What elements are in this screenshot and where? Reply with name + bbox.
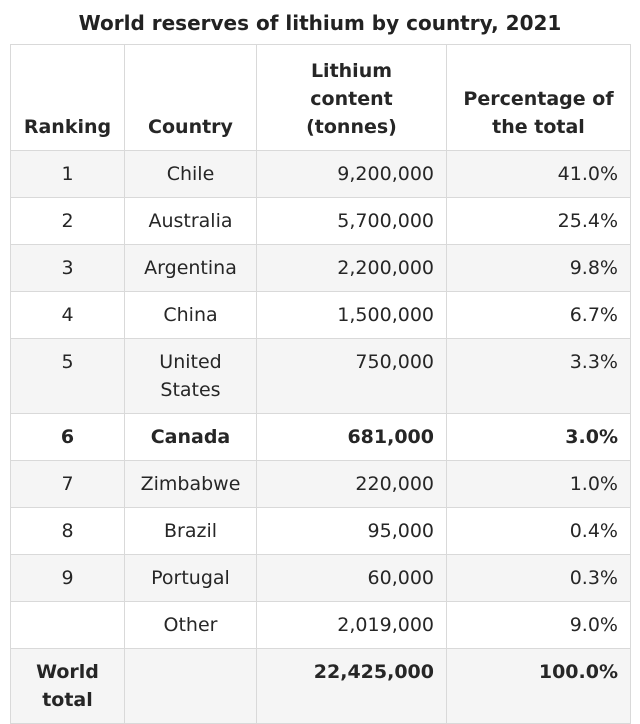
cell-ranking: 6	[10, 413, 125, 461]
table-row-china: 4 China 1,500,000 6.7%	[10, 291, 631, 339]
cell-country: Zimbabwe	[124, 460, 257, 508]
cell-percent: 9.0%	[446, 601, 631, 649]
cell-percent: 0.4%	[446, 507, 631, 555]
cell-ranking: 5	[10, 338, 125, 414]
cell-tonnes: 5,700,000	[256, 197, 447, 245]
cell-country: China	[124, 291, 257, 339]
cell-tonnes: 2,019,000	[256, 601, 447, 649]
page-title: World reserves of lithium by country, 20…	[78, 11, 562, 35]
cell-ranking: 7	[10, 460, 125, 508]
cell-tonnes: 2,200,000	[256, 244, 447, 292]
table-row-zimbabwe: 7 Zimbabwe 220,000 1.0%	[10, 460, 631, 508]
cell-tonnes: 95,000	[256, 507, 447, 555]
cell-country: Portugal	[124, 554, 257, 602]
cell-percent: 25.4%	[446, 197, 631, 245]
table-row-united-states: 5 United States 750,000 3.3%	[10, 338, 631, 414]
table-row-argentina: 3 Argentina 2,200,000 9.8%	[10, 244, 631, 292]
cell-country: Other	[124, 601, 257, 649]
cell-ranking: 2	[10, 197, 125, 245]
cell-ranking: 8	[10, 507, 125, 555]
cell-country: Chile	[124, 150, 257, 198]
lithium-reserves-table: Ranking Country Lithium content (tonnes)…	[10, 44, 631, 724]
table-row-australia: 2 Australia 5,700,000 25.4%	[10, 197, 631, 245]
cell-country: United States	[124, 338, 257, 414]
cell-tonnes: 22,425,000	[256, 648, 447, 724]
column-header-ranking: Ranking	[10, 44, 125, 151]
cell-tonnes: 681,000	[256, 413, 447, 461]
cell-country: Argentina	[124, 244, 257, 292]
cell-ranking: 9	[10, 554, 125, 602]
cell-tonnes: 1,500,000	[256, 291, 447, 339]
cell-tonnes: 750,000	[256, 338, 447, 414]
table-row-brazil: 8 Brazil 95,000 0.4%	[10, 507, 631, 555]
cell-percent: 1.0%	[446, 460, 631, 508]
cell-percent: 41.0%	[446, 150, 631, 198]
cell-ranking: 4	[10, 291, 125, 339]
table-header-row: Ranking Country Lithium content (tonnes)…	[10, 44, 631, 151]
cell-ranking: World total	[10, 648, 125, 724]
table-row-canada-highlighted: 6 Canada 681,000 3.0%	[10, 413, 631, 461]
cell-ranking: 1	[10, 150, 125, 198]
cell-percent: 0.3%	[446, 554, 631, 602]
column-header-lithium-content: Lithium content (tonnes)	[256, 44, 447, 151]
cell-country: Canada	[124, 413, 257, 461]
column-header-country: Country	[124, 44, 257, 151]
cell-ranking: 3	[10, 244, 125, 292]
table-row-chile: 1 Chile 9,200,000 41.0%	[10, 150, 631, 198]
cell-tonnes: 60,000	[256, 554, 447, 602]
table-row-portugal: 9 Portugal 60,000 0.3%	[10, 554, 631, 602]
cell-percent: 100.0%	[446, 648, 631, 724]
table-row-world-total: World total 22,425,000 100.0%	[10, 648, 631, 724]
table-row-other: Other 2,019,000 9.0%	[10, 601, 631, 649]
cell-percent: 3.3%	[446, 338, 631, 414]
cell-ranking	[10, 601, 125, 649]
cell-percent: 6.7%	[446, 291, 631, 339]
cell-country	[124, 648, 257, 724]
cell-country: Australia	[124, 197, 257, 245]
cell-country: Brazil	[124, 507, 257, 555]
cell-tonnes: 9,200,000	[256, 150, 447, 198]
cell-percent: 3.0%	[446, 413, 631, 461]
cell-percent: 9.8%	[446, 244, 631, 292]
cell-tonnes: 220,000	[256, 460, 447, 508]
column-header-percentage: Percentage of the total	[446, 44, 631, 151]
